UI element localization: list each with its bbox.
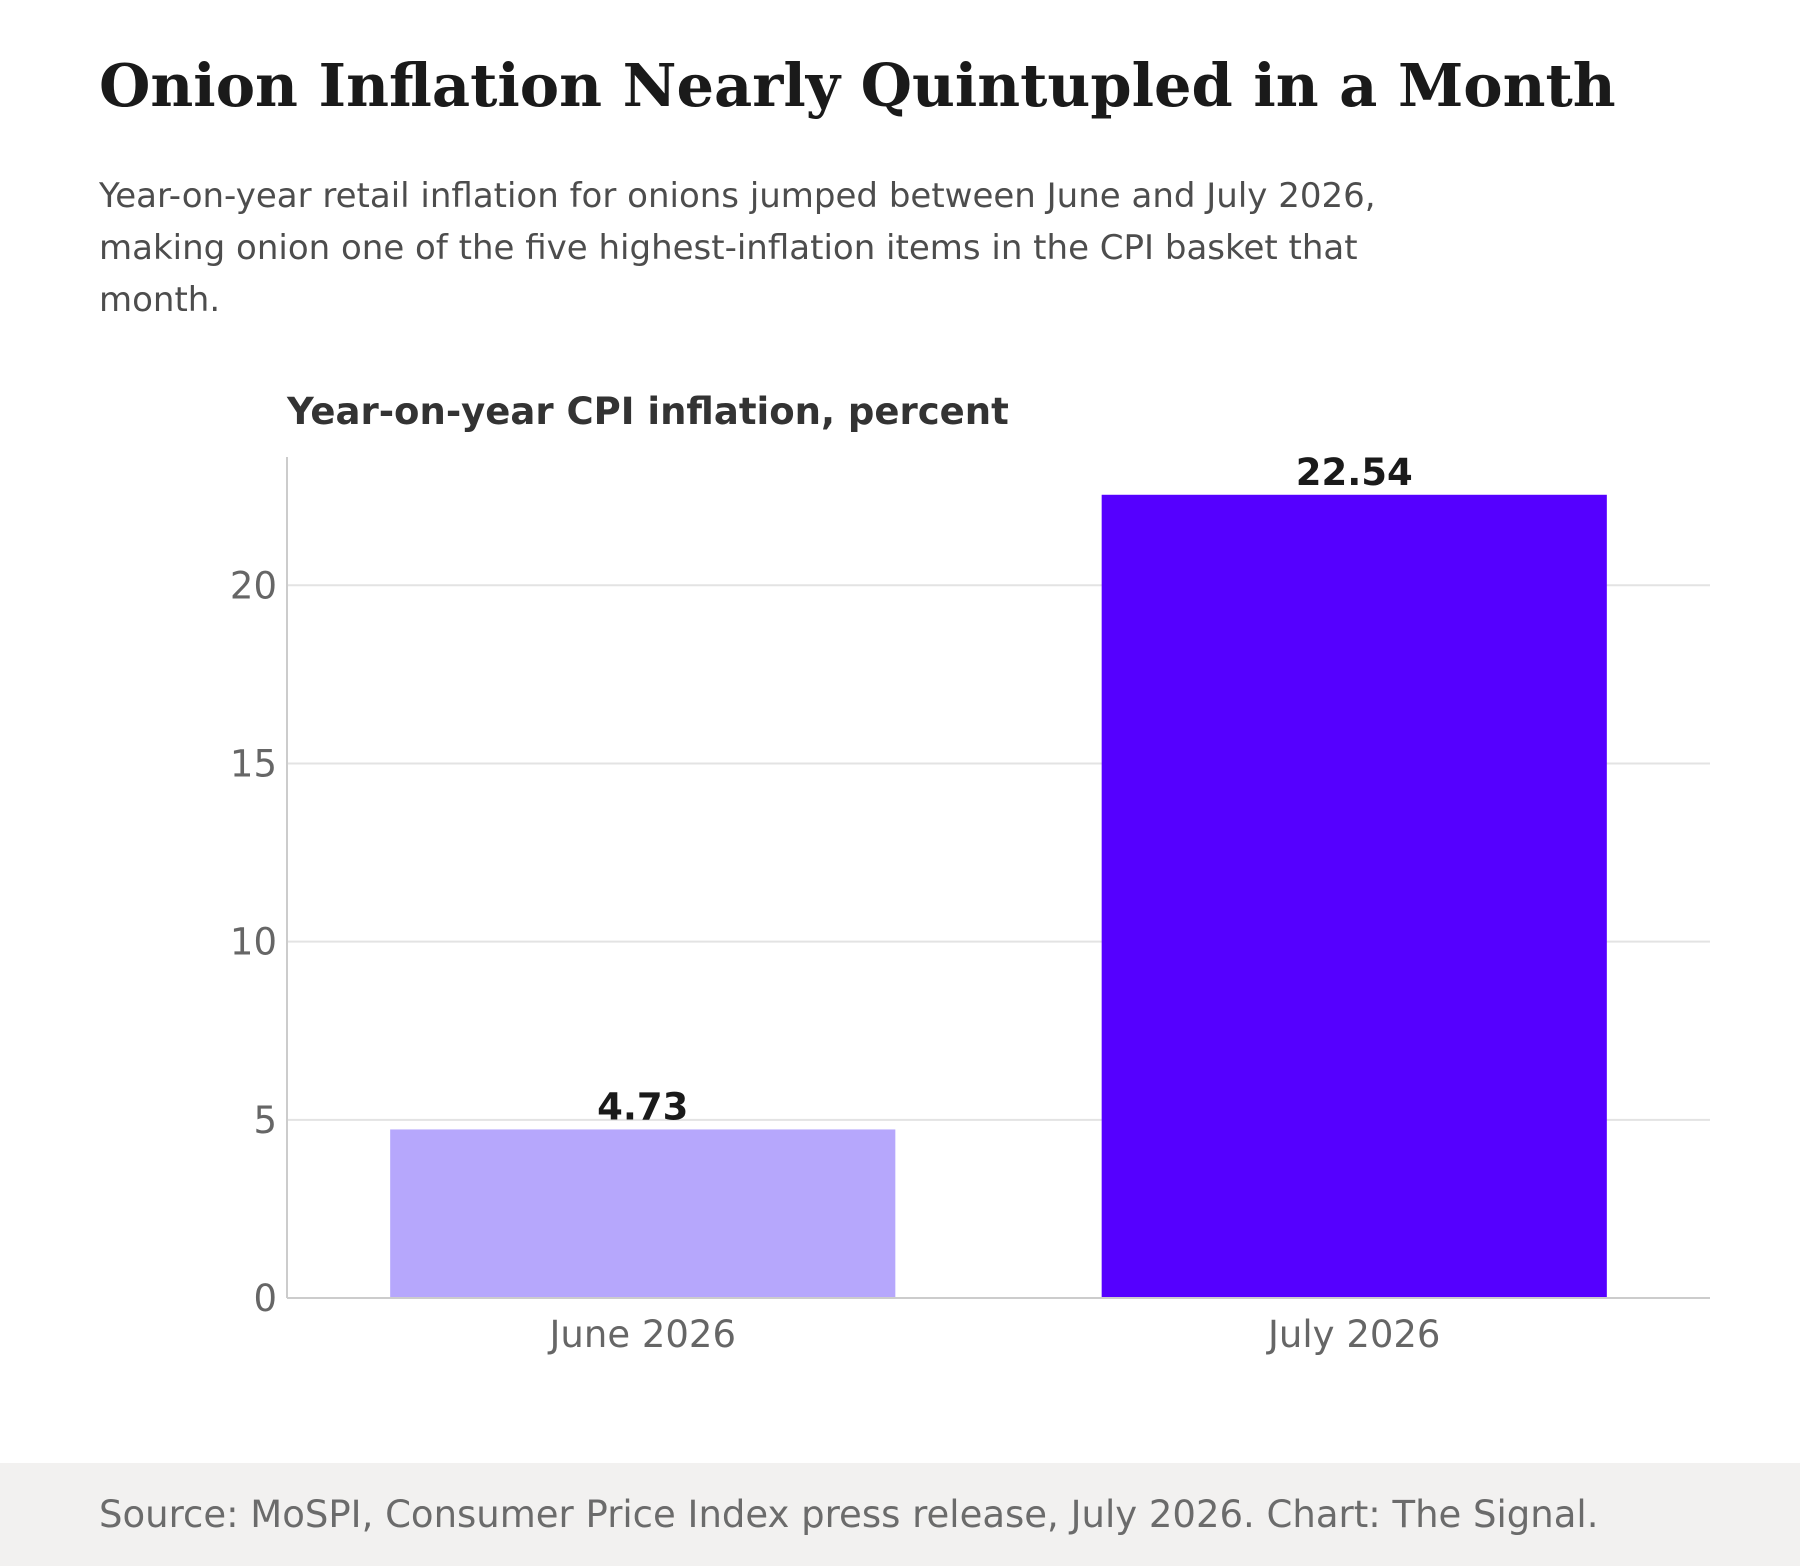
- axes: [286, 457, 1710, 1299]
- chart-subtitle: Year-on-year retail inflation for onions…: [99, 176, 1376, 320]
- bars: [390, 494, 1607, 1298]
- x-tick-label: June 2026: [548, 1313, 737, 1356]
- chart-title: Onion Inflation Nearly Quintupled in a M…: [99, 51, 1616, 120]
- footer: Source: MoSPI, Consumer Price Index pres…: [0, 1463, 1800, 1566]
- bar: [390, 1129, 896, 1298]
- x-tick-label: July 2026: [1266, 1313, 1440, 1356]
- y-axis-title: Year-on-year CPI inflation, percent: [286, 390, 1009, 433]
- y-tick-label: 0: [253, 1277, 277, 1320]
- y-tick-label: 5: [253, 1099, 277, 1142]
- labels: 0 5 10 15 20 4.73 June 2026 22.54 July 2026: [230, 451, 1441, 1356]
- y-tick-label: 20: [230, 564, 277, 607]
- bar: [1101, 494, 1607, 1298]
- data-label: 22.54: [1296, 451, 1413, 494]
- data-label: 4.73: [597, 1085, 688, 1128]
- bar-chart: Year-on-year CPI inflation, percent 0 5 10…: [230, 390, 1710, 1356]
- source-note: Source: MoSPI, Consumer Price Index pres…: [99, 1493, 1599, 1536]
- y-tick-label: 10: [230, 921, 277, 964]
- y-tick-label: 15: [230, 742, 277, 785]
